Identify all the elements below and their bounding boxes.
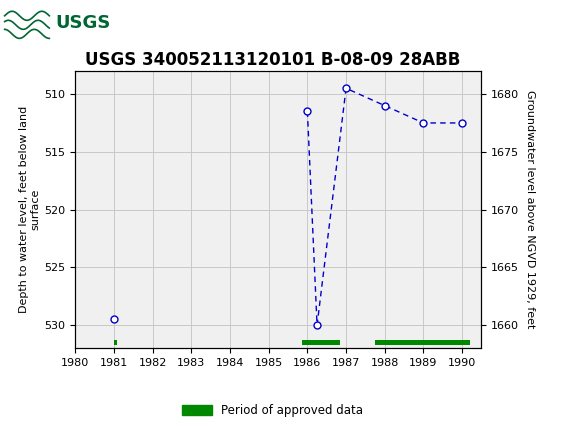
Bar bbox=[3, 3, 104, 42]
Y-axis label: Depth to water level, feet below land
surface: Depth to water level, feet below land su… bbox=[19, 106, 41, 313]
Text: USGS 340052113120101 B-08-09 28ABB: USGS 340052113120101 B-08-09 28ABB bbox=[85, 51, 461, 69]
Text: USGS: USGS bbox=[55, 14, 110, 31]
Bar bbox=[114, 340, 117, 345]
Bar bbox=[375, 340, 470, 345]
Y-axis label: Groundwater level above NGVD 1929, feet: Groundwater level above NGVD 1929, feet bbox=[525, 90, 535, 329]
Legend: Period of approved data: Period of approved data bbox=[177, 399, 368, 422]
Bar bbox=[302, 340, 340, 345]
